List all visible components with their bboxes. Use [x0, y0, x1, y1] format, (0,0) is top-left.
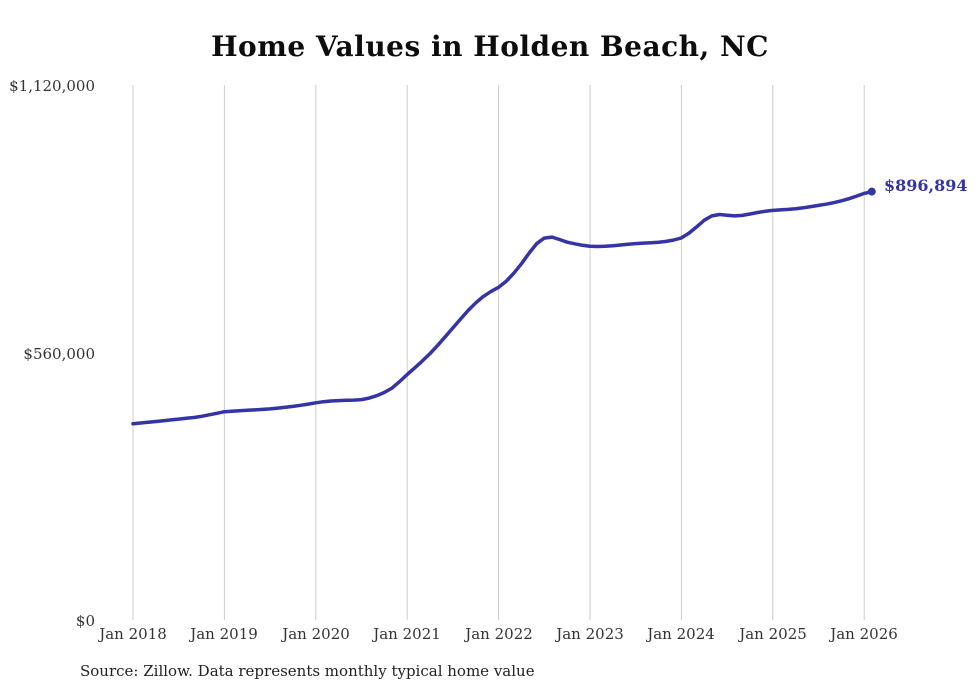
x-axis-tick-2021: Jan 2021 [373, 625, 441, 643]
latest-value-label: $896,894 [884, 176, 968, 195]
x-axis-tick-2020: Jan 2020 [282, 625, 350, 643]
chart-title: Home Values in Holden Beach, NC [211, 30, 769, 63]
x-axis-tick-2025: Jan 2025 [739, 625, 807, 643]
home-value-line [131, 189, 874, 426]
end-point-dot [867, 187, 876, 196]
x-axis-tick-2024: Jan 2024 [647, 625, 715, 643]
x-axis-tick-2018: Jan 2018 [99, 625, 167, 643]
y-axis-tick-560000: $560,000 [23, 345, 95, 363]
y-axis-tick-1120000: $1,120,000 [9, 77, 95, 95]
x-axis-tick-2019: Jan 2019 [190, 625, 258, 643]
y-axis-tick-0: $0 [75, 612, 95, 630]
x-axis-tick-2026: Jan 2026 [830, 625, 898, 643]
source-note: Source: Zillow. Data represents monthly … [80, 662, 535, 680]
x-axis-tick-2022: Jan 2022 [465, 625, 533, 643]
x-axis-tick-2023: Jan 2023 [556, 625, 624, 643]
